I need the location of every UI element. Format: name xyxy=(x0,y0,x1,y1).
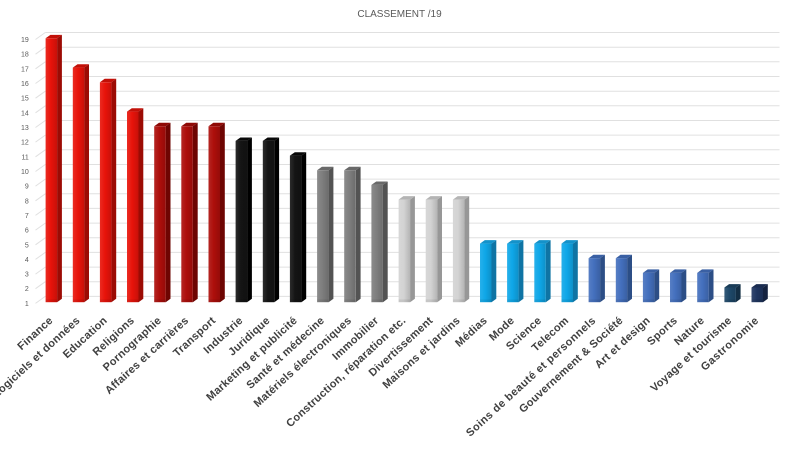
svg-text:14: 14 xyxy=(21,110,29,117)
svg-text:16: 16 xyxy=(21,81,29,88)
svg-text:2: 2 xyxy=(25,286,29,293)
svg-text:CLASSEMENT /19: CLASSEMENT /19 xyxy=(357,9,442,20)
svg-text:7: 7 xyxy=(25,213,29,220)
svg-text:9: 9 xyxy=(25,184,29,191)
svg-text:13: 13 xyxy=(21,125,29,132)
svg-text:11: 11 xyxy=(22,154,29,161)
svg-text:4: 4 xyxy=(25,257,29,264)
svg-text:6: 6 xyxy=(25,228,29,235)
svg-text:8: 8 xyxy=(25,198,29,205)
svg-text:17: 17 xyxy=(21,66,29,73)
svg-text:3: 3 xyxy=(25,272,29,279)
svg-text:5: 5 xyxy=(25,242,29,249)
svg-text:10: 10 xyxy=(21,169,29,176)
svg-text:18: 18 xyxy=(21,52,29,59)
svg-text:12: 12 xyxy=(21,140,29,147)
svg-text:1: 1 xyxy=(25,301,29,308)
svg-text:15: 15 xyxy=(21,96,29,103)
svg-text:19: 19 xyxy=(21,37,29,44)
